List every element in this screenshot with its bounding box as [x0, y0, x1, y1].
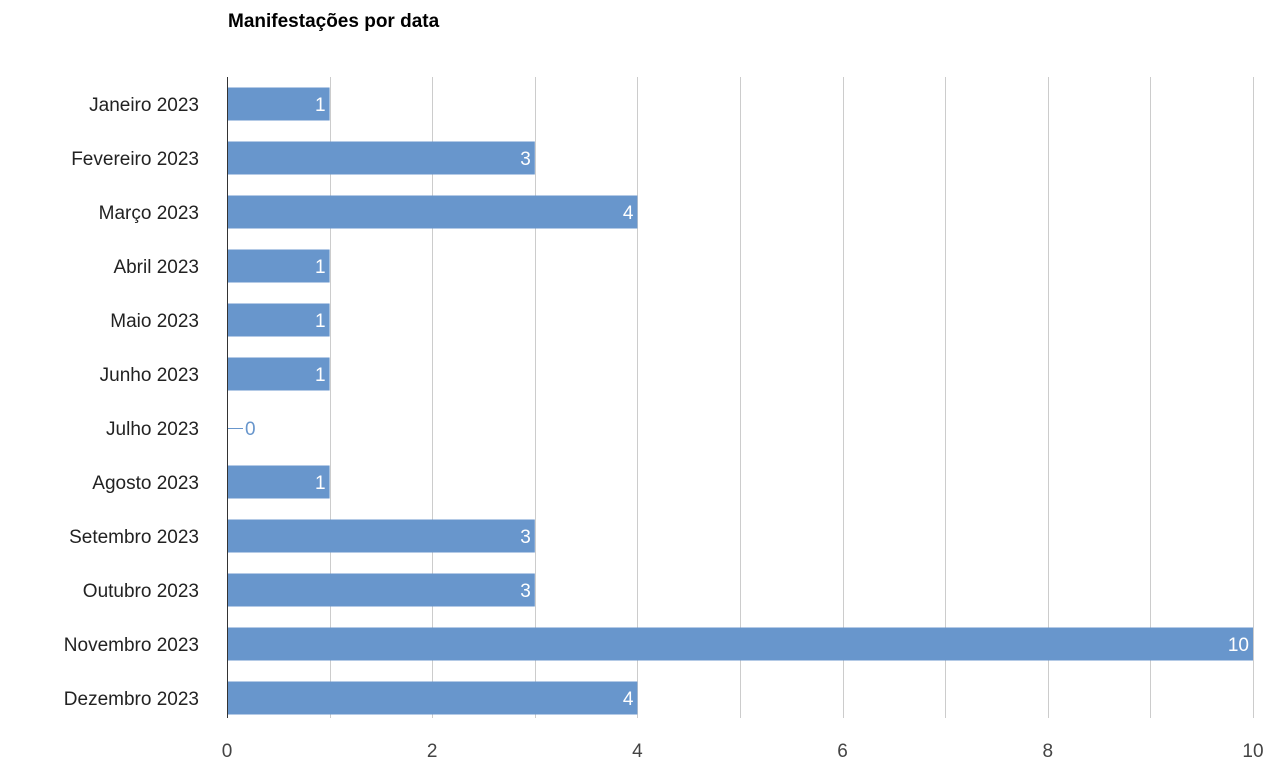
bar-value-label-5: 1 — [315, 365, 326, 386]
x-tick-label-4: 4 — [632, 741, 643, 762]
bar-0[interactable] — [227, 87, 330, 121]
gridlines — [330, 77, 1254, 718]
x-tick-label-6: 6 — [837, 741, 848, 762]
bar-value-label-10: 10 — [1228, 635, 1249, 656]
x-tick-labels: 0 2 4 6 8 10 — [222, 741, 1264, 762]
category-label-8: Setembro 2023 — [69, 527, 199, 548]
bar-3[interactable] — [227, 249, 330, 283]
bar-4[interactable] — [227, 303, 330, 337]
category-label-7: Agosto 2023 — [92, 473, 199, 494]
category-label-6: Julho 2023 — [106, 419, 199, 440]
category-label-11: Dezembro 2023 — [64, 689, 199, 710]
chart-title: Manifestações por data — [228, 11, 440, 32]
bar-value-label-11: 4 — [623, 689, 634, 710]
bar-11[interactable] — [227, 681, 638, 715]
bar-value-label-4: 1 — [315, 311, 326, 332]
bar-value-label-2: 4 — [623, 203, 634, 224]
bar-5[interactable] — [227, 357, 330, 391]
x-tick-label-2: 2 — [427, 741, 438, 762]
category-label-10: Novembro 2023 — [64, 635, 199, 656]
bar-value-label-8: 3 — [520, 527, 531, 548]
bar-2[interactable] — [227, 195, 638, 229]
x-tick-label-10: 10 — [1242, 741, 1263, 762]
category-label-3: Abril 2023 — [113, 257, 199, 278]
x-tick-label-8: 8 — [1043, 741, 1054, 762]
bar-value-label-7: 1 — [315, 473, 326, 494]
category-label-9: Outubro 2023 — [83, 581, 199, 602]
category-label-2: Março 2023 — [99, 203, 199, 224]
bar-value-label-0: 1 — [315, 95, 326, 116]
category-label-4: Maio 2023 — [110, 311, 199, 332]
category-label-5: Junho 2023 — [100, 365, 199, 386]
bar-9[interactable] — [227, 573, 535, 607]
bar-value-label-1: 3 — [520, 149, 531, 170]
category-label-0: Janeiro 2023 — [89, 95, 199, 116]
bar-8[interactable] — [227, 519, 535, 553]
x-tick-label-0: 0 — [222, 741, 233, 762]
bar-value-label-9: 3 — [520, 581, 531, 602]
category-label-1: Fevereiro 2023 — [71, 149, 199, 170]
category-labels: Janeiro 2023 Fevereiro 2023 Março 2023 Abri… — [64, 95, 199, 710]
bar-1[interactable] — [227, 141, 535, 175]
bar-7[interactable] — [227, 465, 330, 499]
bar-10[interactable] — [227, 627, 1253, 661]
bar-value-label-3: 1 — [315, 257, 326, 278]
bar-value-label-6: 0 — [245, 419, 256, 440]
